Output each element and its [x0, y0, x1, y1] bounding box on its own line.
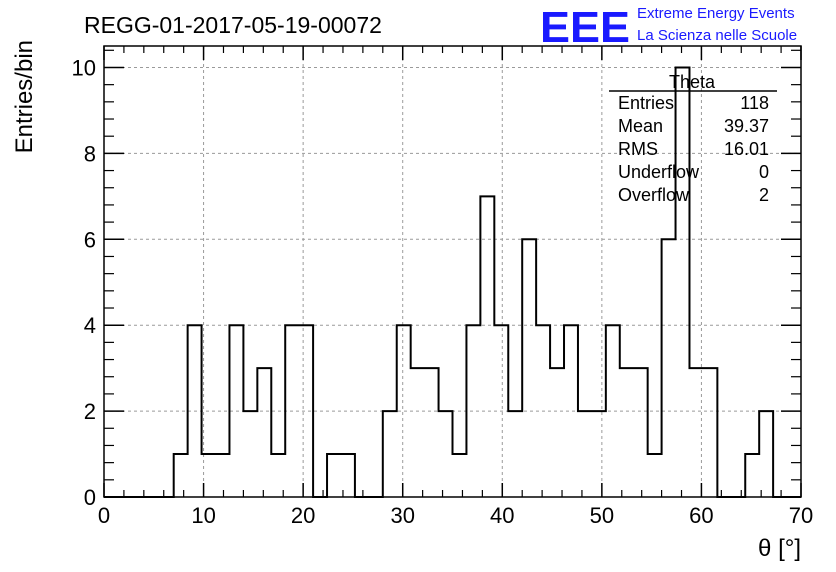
- x-tick-labels: 0 10 20 30 40 50 60 70: [98, 503, 813, 528]
- stats-value: 39.37: [724, 116, 769, 136]
- stats-value: 118: [740, 93, 769, 113]
- stats-label: Overflow: [618, 185, 690, 205]
- eee-logo-line2: La Scienza nelle Scuole: [637, 27, 797, 44]
- x-tick-label: 20: [291, 503, 315, 528]
- y-tick-labels: 0 2 4 6 8 10: [72, 55, 96, 510]
- y-tick-label: 0: [84, 485, 96, 510]
- stats-box-title: Theta: [669, 72, 716, 92]
- y-tick-label: 10: [72, 55, 96, 80]
- plot-frame: [103, 45, 802, 498]
- x-tick-label: 50: [590, 503, 614, 528]
- chart-title: REGG-01-2017-05-19-00072: [84, 12, 382, 38]
- histogram-series-theta: [104, 66, 801, 498]
- eee-logo-mark: EEE: [540, 3, 630, 52]
- axis-ticks: [103, 46, 802, 498]
- y-tick-label: 6: [84, 227, 96, 252]
- stats-label: RMS: [618, 139, 658, 159]
- y-tick-label: 8: [84, 141, 96, 166]
- x-axis-label: θ [°]: [758, 535, 801, 562]
- x-tick-label: 70: [789, 503, 813, 528]
- stats-value: 16.01: [724, 139, 769, 159]
- x-tick-label: 10: [191, 503, 215, 528]
- y-tick-label: 4: [84, 313, 96, 338]
- eee-logo-line1: Extreme Energy Events: [637, 5, 795, 22]
- stats-label: Underflow: [618, 162, 700, 182]
- y-tick-label: 2: [84, 399, 96, 424]
- x-tick-label: 0: [98, 503, 110, 528]
- x-tick-label: 60: [689, 503, 713, 528]
- eee-logo: EEE Extreme Energy Events La Scienza nel…: [540, 3, 797, 52]
- stats-value: 2: [759, 185, 769, 205]
- stats-label: Entries: [618, 93, 674, 113]
- x-tick-label: 30: [390, 503, 414, 528]
- stats-box: Theta Entries 118 Mean 39.37 RMS 16.01 Underfl…: [609, 72, 777, 205]
- stats-label: Mean: [618, 116, 663, 136]
- stats-value: 0: [759, 162, 769, 182]
- y-axis-label: Entries/bin: [11, 40, 38, 153]
- x-tick-label: 40: [490, 503, 514, 528]
